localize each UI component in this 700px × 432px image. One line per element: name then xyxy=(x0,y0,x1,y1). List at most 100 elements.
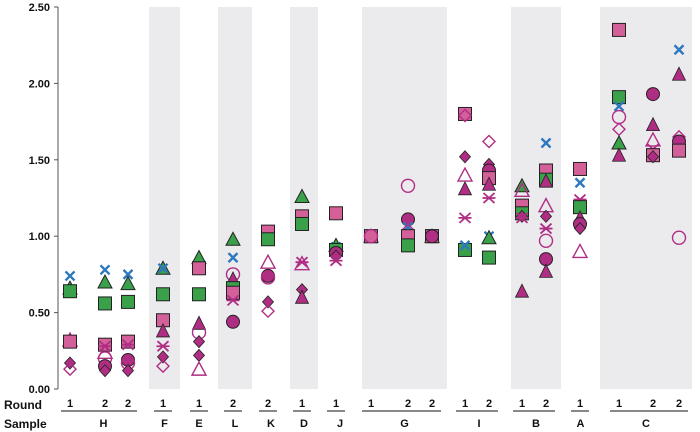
data-point-star xyxy=(329,254,343,267)
data-point-star xyxy=(156,340,170,352)
data-point-square xyxy=(156,287,170,302)
data-point-x xyxy=(540,137,552,149)
sample-label-B: B xyxy=(532,418,540,430)
data-point-square xyxy=(458,242,472,257)
round-label: 1 xyxy=(616,398,622,410)
data-point-diamond xyxy=(539,209,553,223)
round-label: 1 xyxy=(299,398,305,410)
data-point-square xyxy=(192,287,206,302)
data-point-square xyxy=(295,216,309,231)
data-point-star xyxy=(295,256,309,268)
data-point-square xyxy=(482,250,496,265)
data-point-sq-pink xyxy=(458,106,472,121)
data-point-x xyxy=(673,44,685,56)
sample-band-L xyxy=(218,7,252,389)
data-point-x xyxy=(459,240,471,251)
data-points xyxy=(61,22,687,378)
data-point-tri-open xyxy=(190,360,208,376)
data-point-star xyxy=(515,212,529,224)
data-point-diamond xyxy=(121,364,135,378)
data-point-tri-open xyxy=(259,253,277,269)
data-point-square xyxy=(401,238,415,253)
data-point-tri-open xyxy=(456,166,474,182)
data-point-circ-open xyxy=(363,228,379,244)
sample-label-D: D xyxy=(300,418,308,430)
sample-bands xyxy=(149,7,692,389)
data-point-x xyxy=(64,270,76,282)
data-point-tri-mag xyxy=(514,283,530,298)
data-point-sq-pink xyxy=(573,161,587,176)
round-label: 1 xyxy=(333,398,339,410)
data-point-x xyxy=(227,252,239,263)
data-point-tri-mag xyxy=(481,176,497,191)
round-label: 2 xyxy=(230,398,236,410)
data-point-dia-open xyxy=(458,108,472,123)
round-label: 2 xyxy=(125,398,131,410)
data-point-square xyxy=(612,90,626,105)
data-point-tri-mag xyxy=(294,289,310,304)
data-point-triangle xyxy=(481,229,497,245)
round-label: 1 xyxy=(160,398,166,410)
data-point-sq-pink xyxy=(672,143,686,158)
round-label: 1 xyxy=(577,398,583,410)
round-label: 2 xyxy=(543,398,549,410)
y-tick-label: 0.00 xyxy=(29,384,50,396)
data-point-diamond xyxy=(98,364,112,378)
sample-label-L: L xyxy=(232,418,239,430)
y-tick-label: 1.50 xyxy=(29,155,50,167)
sample-label-E: E xyxy=(195,418,202,430)
sample-label-K: K xyxy=(267,418,275,430)
data-point-x xyxy=(574,177,586,189)
data-point-diamond xyxy=(156,350,170,364)
data-point-circ-open xyxy=(260,270,276,285)
data-point-triangle xyxy=(97,273,113,289)
sample-label-I: I xyxy=(477,418,480,430)
data-point-tri-mag xyxy=(155,323,171,338)
sample-label-G: G xyxy=(400,418,409,430)
data-point-circle xyxy=(425,229,439,244)
data-point-dia-open xyxy=(261,304,275,319)
round-label: 2 xyxy=(650,398,656,410)
data-point-square xyxy=(121,294,135,309)
data-point-tri-mag xyxy=(645,116,661,132)
data-point-star xyxy=(121,339,135,351)
data-point-x xyxy=(99,264,111,276)
data-point-circ-open xyxy=(671,230,687,245)
data-point-star xyxy=(539,222,553,235)
data-point-tri-open xyxy=(293,255,311,271)
data-point-tri-mag xyxy=(538,173,554,188)
data-point-tri-mag xyxy=(671,66,687,81)
data-point-diamond xyxy=(261,295,275,309)
round-label: 1 xyxy=(519,398,525,410)
data-point-triangle xyxy=(294,188,310,203)
sample-label-A: A xyxy=(577,418,585,430)
data-point-diamond xyxy=(192,348,206,362)
sample-label-F: F xyxy=(161,418,168,430)
sample-band-B xyxy=(511,7,561,389)
data-point-star xyxy=(482,192,496,204)
data-point-sq-pink xyxy=(612,22,626,37)
data-point-tri-open xyxy=(571,243,589,259)
data-point-dia-open xyxy=(156,359,170,374)
data-point-tri-open xyxy=(513,181,531,198)
data-point-circle xyxy=(226,314,240,329)
data-point-tri-mag xyxy=(538,263,554,278)
data-point-x xyxy=(157,262,169,274)
round-label: 2 xyxy=(486,398,492,410)
round-label: 2 xyxy=(429,398,435,410)
data-point-tri-open xyxy=(644,131,662,147)
round-label: 2 xyxy=(102,398,108,410)
data-point-circ-open xyxy=(400,178,416,193)
data-point-tri-mag xyxy=(457,180,473,196)
data-point-circ-open xyxy=(538,233,554,248)
round-label: 2 xyxy=(405,398,411,410)
data-point-dia-open xyxy=(63,362,77,377)
data-point-x xyxy=(613,100,625,112)
data-point-dia-open xyxy=(482,134,496,149)
data-point-diamond xyxy=(573,221,587,236)
y-axis: 0.00 0.50 1.00 1.50 2.00 2.50 xyxy=(29,2,59,396)
y-tick-label: 0.50 xyxy=(29,308,50,320)
data-point-circle xyxy=(646,87,660,102)
data-point-square xyxy=(98,296,112,311)
